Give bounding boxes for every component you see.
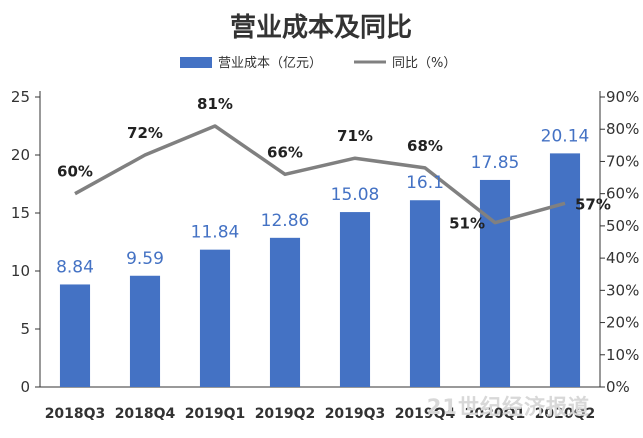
legend-swatch-bar (180, 57, 212, 68)
line-value-label: 81% (197, 95, 233, 113)
line-value-label: 72% (127, 124, 163, 142)
y-right-tick-label: 10% (606, 346, 639, 364)
legend-label-line: 同比（%） (392, 56, 456, 71)
bar-value-label: 16.1 (406, 173, 444, 193)
bar (339, 212, 371, 387)
x-tick-label: 2019Q1 (185, 406, 246, 422)
x-tick-label: 2020Q1 (465, 406, 526, 422)
x-tick-label: 2020Q2 (535, 406, 596, 422)
y-right-tick-label: 80% (606, 120, 639, 138)
y-left-tick-label: 20 (11, 146, 30, 164)
y-right-tick-label: 70% (606, 152, 639, 170)
bar (269, 237, 301, 387)
bar-series (59, 153, 581, 387)
line-value-label: 66% (267, 143, 303, 161)
bar-value-label: 15.08 (331, 185, 380, 205)
bar (479, 179, 511, 387)
y-right-tick-label: 60% (606, 185, 639, 203)
bar (199, 249, 231, 387)
line-series (74, 124, 566, 225)
y-left-tick-label: 10 (11, 262, 30, 280)
line-value-label: 71% (337, 127, 373, 145)
line-value-label: 60% (57, 163, 93, 181)
bar-value-label: 11.84 (191, 223, 240, 243)
y-right-tick-label: 90% (606, 88, 639, 106)
watermark: 21世纪经济报道 (427, 395, 590, 419)
bar (59, 284, 91, 387)
y-right-tick-label: 20% (606, 314, 639, 332)
line-series-path (74, 124, 566, 225)
bar (409, 200, 441, 387)
y-right-tick-label: 40% (606, 249, 639, 267)
bar (549, 153, 581, 387)
axes: 0 5 10 15 20 25 0% 10% 20% 30% 40% 50% 60% 70% 80% 90% 2… (11, 88, 639, 422)
bar-value-label: 8.84 (56, 257, 94, 277)
bar-value-label: 20.14 (541, 126, 590, 146)
legend-label-bar: 营业成本（亿元） (218, 56, 322, 71)
bar (129, 275, 161, 387)
line-value-label: 57% (575, 195, 611, 213)
y-left-tick-label: 25 (11, 88, 30, 106)
legend: 营业成本（亿元） 同比（%） (180, 56, 456, 71)
y-right-tick-label: 50% (606, 217, 639, 235)
bar-value-label: 12.86 (261, 211, 310, 231)
x-tick-label: 2018Q4 (115, 406, 176, 422)
x-tick-label: 2019Q4 (395, 406, 456, 422)
x-tick-label: 2019Q3 (325, 406, 386, 422)
chart-title: 营业成本及同比 (230, 13, 412, 43)
x-tick-label: 2019Q2 (255, 406, 316, 422)
y-right-tick-label: 30% (606, 281, 639, 299)
y-left-tick-label: 0 (20, 378, 30, 396)
bar-value-label: 17.85 (471, 153, 520, 173)
line-value-label: 68% (407, 137, 443, 155)
y-right-tick-label: 0% (606, 378, 630, 396)
y-left-tick-label: 15 (11, 204, 30, 222)
bar-value-label: 9.59 (126, 249, 164, 269)
data-labels: 8.84 9.59 11.84 12.86 15.08 16.1 17.85 20.14 60%… (56, 95, 611, 277)
x-tick-label: 2018Q3 (45, 406, 106, 422)
line-value-label: 51% (449, 215, 485, 233)
y-left-tick-label: 5 (20, 320, 30, 338)
